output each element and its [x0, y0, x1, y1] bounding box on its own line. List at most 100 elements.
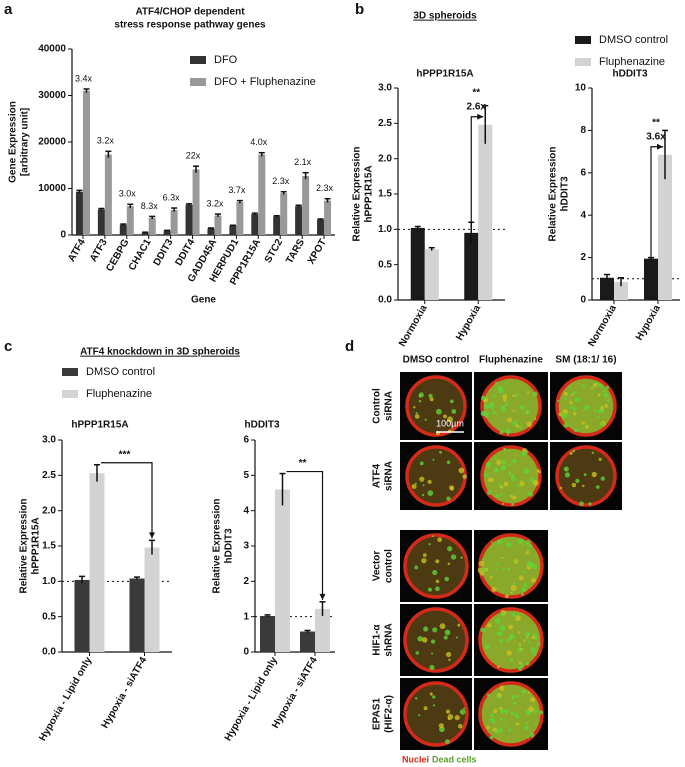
arrowhead — [319, 593, 326, 600]
stain-dot — [527, 640, 531, 644]
y-tick-label: 0 — [60, 230, 66, 241]
x-tick-label: ATF4 — [66, 237, 88, 264]
y-tick-label: 8 — [580, 125, 586, 136]
stain-dot — [527, 691, 530, 694]
stain-dot — [414, 414, 420, 419]
stain-dot — [532, 391, 538, 397]
y-tick-label: 3.0 — [42, 435, 56, 446]
arrowhead — [657, 143, 663, 150]
spheroid — [403, 681, 469, 747]
bar — [251, 214, 259, 235]
stain-dot — [427, 490, 434, 496]
stain-dot — [525, 409, 530, 414]
error-bar — [604, 273, 610, 281]
stain-dot — [521, 592, 524, 596]
error-bar — [214, 213, 221, 217]
stain-dot — [487, 623, 492, 628]
stain-dot — [447, 714, 454, 720]
y-tick-label: 0.5 — [378, 259, 392, 270]
stain-dot — [594, 410, 597, 413]
stain-dot — [489, 575, 493, 579]
stain-dot — [499, 685, 505, 691]
error-bar — [317, 218, 324, 221]
stain-dot — [443, 414, 447, 419]
x-tick-label: CHAC1 — [127, 237, 154, 273]
stain-dot — [516, 483, 520, 488]
bar — [74, 579, 90, 652]
stain-dot — [508, 471, 512, 474]
bar — [148, 217, 156, 235]
bar — [300, 631, 315, 652]
stain-dot — [512, 458, 517, 464]
y-tick-label: 2.5 — [42, 470, 56, 481]
legend-label: Fluphenazine — [86, 388, 152, 400]
legend-label: DMSO control — [86, 366, 155, 378]
stain-dot — [569, 451, 573, 455]
error-bar — [264, 614, 271, 618]
fold-label: 3.2x — [206, 198, 224, 208]
micrograph — [400, 678, 472, 750]
error-bar — [618, 276, 624, 287]
stain-dot — [525, 550, 529, 555]
x-tick-label: XPOT — [306, 237, 329, 266]
bar — [478, 124, 493, 300]
stain-dot — [480, 627, 486, 633]
stain-dot — [515, 393, 519, 397]
stain-dot — [503, 481, 509, 487]
x-tick-label: Hypoxia — [634, 303, 663, 343]
stain-dot — [572, 406, 577, 411]
column-header: DMSO control — [403, 355, 470, 366]
micrograph — [474, 678, 548, 750]
stain-dot — [462, 474, 467, 479]
stain-dot — [418, 399, 422, 403]
fold-label: 2.3x — [316, 183, 334, 193]
stain-dot — [458, 467, 465, 474]
stain-dot — [427, 587, 433, 592]
y-tick-label: 4 — [243, 505, 249, 516]
stain-dot — [558, 412, 563, 417]
stain-dot — [421, 637, 428, 643]
x-tick-label: Hypoxia - siATF4 — [100, 655, 150, 730]
stain-dot — [504, 594, 509, 598]
stain-dot — [521, 689, 527, 695]
bar — [126, 206, 134, 235]
fold-label: 3.0x — [119, 189, 137, 199]
y-tick-label: 2.5 — [378, 118, 392, 129]
legend-swatch — [190, 56, 206, 64]
stain-dot — [484, 403, 490, 409]
stain-dot — [519, 405, 525, 411]
stain-dot — [515, 615, 521, 621]
stain-dot — [527, 491, 534, 497]
y-tick-label: 2 — [580, 252, 586, 263]
stain-dot — [448, 658, 451, 662]
error-bar — [76, 189, 83, 194]
stain-dot — [572, 391, 576, 395]
x-tick-label: TARS — [284, 237, 307, 266]
stain-dot — [432, 695, 436, 699]
stain-dot — [528, 706, 535, 713]
chart-title: hDDIT3 — [245, 420, 280, 431]
stain-dot — [511, 502, 515, 506]
stain-dot — [517, 647, 523, 653]
bar — [170, 209, 178, 235]
column-header: SM (18:1/ 16) — [555, 355, 616, 366]
y-tick-label: 0 — [243, 647, 249, 658]
bar — [424, 249, 439, 300]
stain-dot — [597, 409, 602, 414]
error-bar — [207, 227, 214, 229]
stain-dot — [428, 543, 431, 546]
bracket — [286, 470, 324, 600]
stain-dot — [447, 562, 451, 566]
stain-dot — [423, 626, 429, 632]
stain-dot — [525, 539, 531, 546]
stain-dot — [494, 456, 498, 460]
bar — [185, 204, 193, 235]
error-bar — [295, 204, 302, 208]
stain-dot — [582, 484, 585, 488]
stain-dot — [490, 735, 494, 740]
stain-dot — [533, 635, 539, 640]
fold-label: 2.1x — [294, 157, 312, 167]
panel-label: b — [355, 1, 364, 18]
stain-dot — [518, 661, 522, 665]
stain-dot — [443, 635, 448, 640]
